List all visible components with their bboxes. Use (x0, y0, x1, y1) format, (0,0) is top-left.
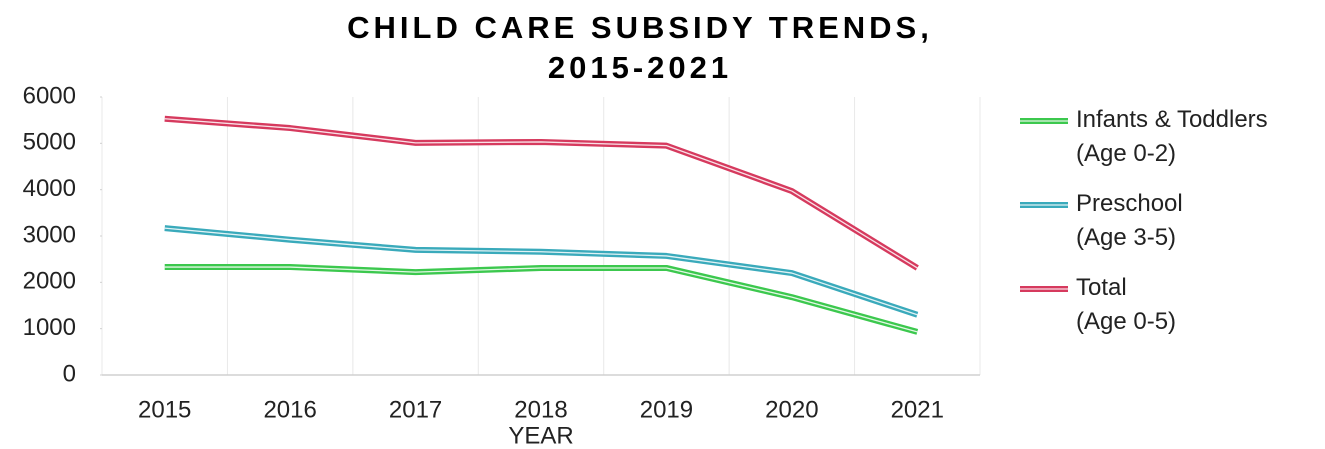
x-tick-label: 2021 (891, 396, 944, 423)
x-tick-label: 2019 (640, 396, 693, 423)
legend-label: Infants & Toddlers (Age 0-2) (1076, 106, 1268, 167)
x-tick-label: 2018 (514, 396, 567, 423)
legend-label: Preschool (Age 3-5) (1076, 190, 1183, 251)
y-tick-label: 3000 (23, 221, 76, 248)
legend-label: Total (Age 0-5) (1076, 274, 1176, 335)
series-line-highlight (164, 227, 918, 316)
x-tick-label: 2015 (138, 396, 191, 423)
series-line-highlight (164, 118, 918, 269)
series-line-highlight (164, 266, 918, 333)
y-tick-label: 2000 (23, 268, 76, 295)
y-tick-label: 4000 (23, 175, 76, 202)
series-line (164, 115, 919, 271)
y-tick-label: 6000 (23, 82, 76, 109)
x-tick-label: 2020 (765, 396, 818, 423)
y-tick-label: 0 (63, 360, 76, 387)
y-tick-label: 5000 (23, 129, 76, 156)
x-tick-label: 2017 (389, 396, 442, 423)
chart-title: CHILD CARE SUBSIDY TRENDS, (347, 10, 933, 45)
y-tick-label: 1000 (23, 314, 76, 341)
x-tick-label: 2016 (263, 396, 316, 423)
x-axis-label: YEAR (508, 422, 573, 449)
chart-title: 2015-2021 (548, 50, 732, 85)
